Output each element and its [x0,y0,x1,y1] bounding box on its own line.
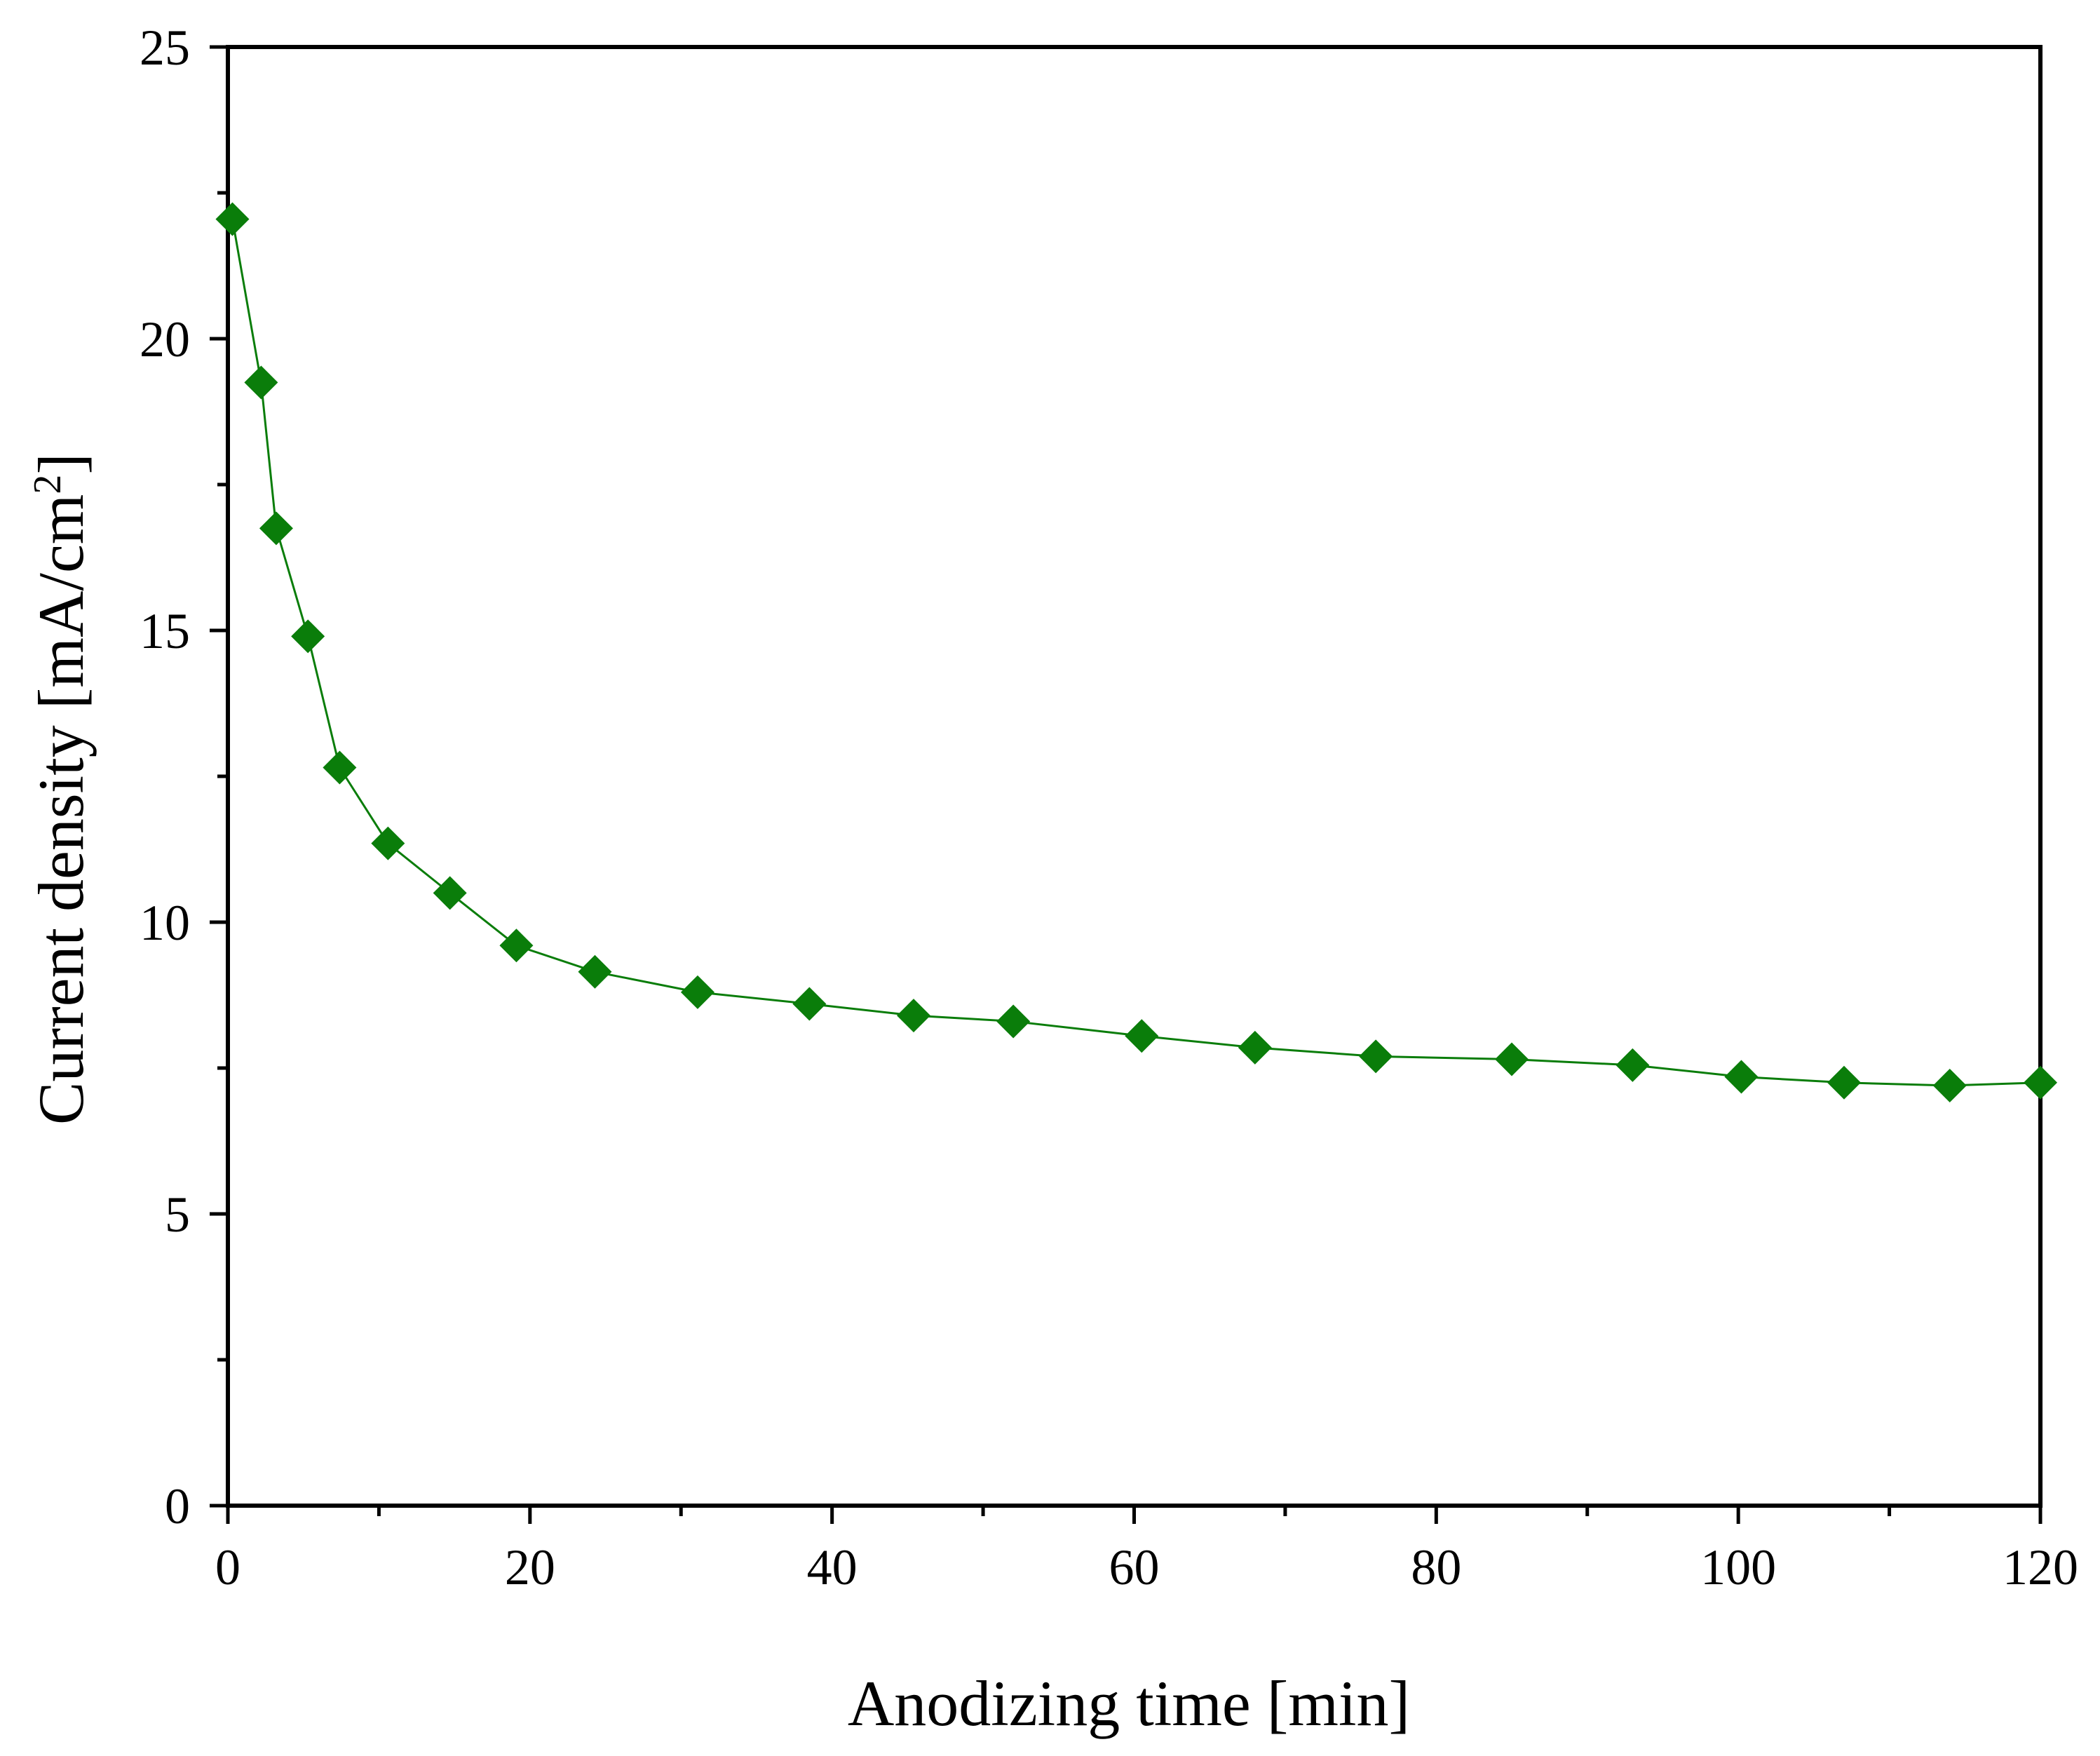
data-point [323,750,357,785]
data-point [291,619,325,654]
x-tick-label: 40 [807,1539,858,1595]
plot-border [226,45,2043,1508]
data-point [215,202,250,236]
series-line [231,219,2041,1087]
y-axis-title: Current density [mA/cm2] [25,453,97,1125]
x-axis-ticks: 0 20 40 60 80 100 120 [215,1506,2078,1595]
data-point [896,999,930,1033]
y-axis-title-superscript: 2 [26,475,69,494]
data-point [1359,1039,1393,1074]
y-axis-title-main: Current density [mA/cm [25,494,97,1125]
data-point [1724,1060,1759,1094]
y-tick-label: 15 [140,603,190,659]
y-tick-label: 10 [140,895,190,951]
data-point [499,928,534,963]
y-axis-ticks: 0 5 10 15 20 25 [140,20,228,1534]
plot-frame [226,45,2043,1508]
data-point [792,987,827,1021]
data-point [2024,1065,2057,1100]
x-tick-label: 120 [2003,1539,2078,1595]
x-tick-label: 100 [1700,1539,1776,1595]
data-point [244,365,278,400]
data-point [1615,1048,1650,1082]
x-tick-label: 20 [505,1539,555,1595]
x-tick-label: 0 [215,1539,241,1595]
data-point [1495,1042,1529,1076]
x-axis-title: Anodizing time [min] [848,1668,1410,1739]
y-tick-label: 25 [140,20,190,76]
data-point [371,826,405,860]
data-point [1125,1019,1159,1053]
x-tick-label: 60 [1109,1539,1160,1595]
data-point [433,876,467,910]
y-tick-label: 20 [140,311,190,367]
data-point [1932,1068,1967,1102]
y-tick-label: 5 [165,1187,190,1243]
x-tick-label: 80 [1411,1539,1461,1595]
data-point [259,511,293,546]
data-point [1827,1065,1861,1100]
data-point [1238,1030,1272,1065]
data-point [680,975,714,1009]
y-tick-label: 0 [165,1478,190,1534]
data-point [996,1004,1031,1039]
y-axis-title-close: ] [25,453,97,475]
data-point [578,954,612,989]
series-layer [215,202,2057,1102]
